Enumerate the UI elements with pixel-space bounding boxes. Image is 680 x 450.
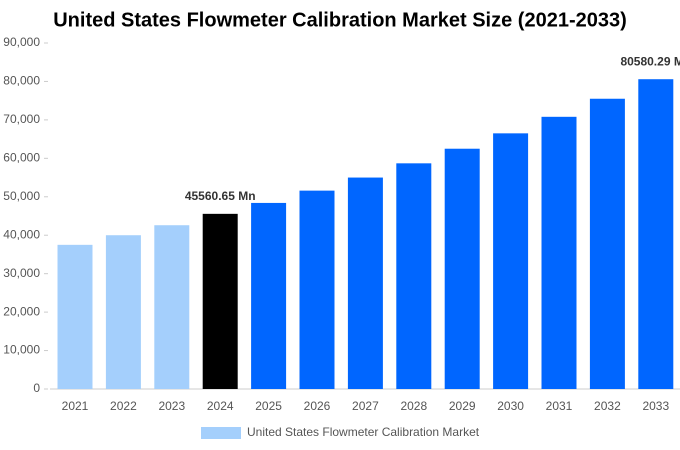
bar [638, 79, 674, 389]
bar [251, 202, 287, 389]
y-tick-label: 90,000 [3, 35, 40, 49]
y-tick-label: 70,000 [3, 112, 40, 126]
legend-label: United States Flowmeter Calibration Mark… [247, 425, 480, 439]
y-tick-label: 10,000 [3, 343, 40, 357]
bar [202, 213, 238, 389]
bar [154, 225, 190, 389]
y-tick-label: 80,000 [3, 74, 40, 88]
bar [299, 190, 335, 389]
y-tick-label: 0 [33, 381, 40, 395]
bar [347, 177, 383, 389]
x-tick-label: 2029 [449, 399, 476, 413]
x-tick-label: 2031 [546, 399, 573, 413]
chart-title: United States Flowmeter Calibration Mark… [53, 9, 627, 31]
x-tick-label: 2033 [642, 399, 669, 413]
x-tick-label: 2021 [62, 399, 89, 413]
y-tick-label: 40,000 [3, 227, 40, 241]
value-label: 45560.65 Mn [185, 189, 256, 203]
y-tick-label: 50,000 [3, 189, 40, 203]
x-tick-label: 2022 [110, 399, 137, 413]
bar [396, 163, 432, 389]
x-tick-label: 2026 [304, 399, 331, 413]
bar [589, 98, 625, 389]
y-tick-label: 20,000 [3, 304, 40, 318]
x-tick-label: 2028 [400, 399, 427, 413]
y-tick-label: 30,000 [3, 266, 40, 280]
bar [493, 133, 529, 389]
x-tick-label: 2032 [594, 399, 621, 413]
x-tick-label: 2024 [207, 399, 234, 413]
y-tick-label: 60,000 [3, 151, 40, 165]
legend-swatch [201, 427, 241, 439]
bar [57, 244, 93, 389]
x-tick-label: 2023 [158, 399, 185, 413]
bar [105, 235, 141, 389]
x-tick-label: 2030 [497, 399, 524, 413]
x-tick-label: 2025 [255, 399, 282, 413]
bar [444, 148, 480, 389]
value-label: 80580.29 Mn [620, 54, 680, 68]
x-tick-label: 2027 [352, 399, 379, 413]
bar [541, 116, 577, 390]
